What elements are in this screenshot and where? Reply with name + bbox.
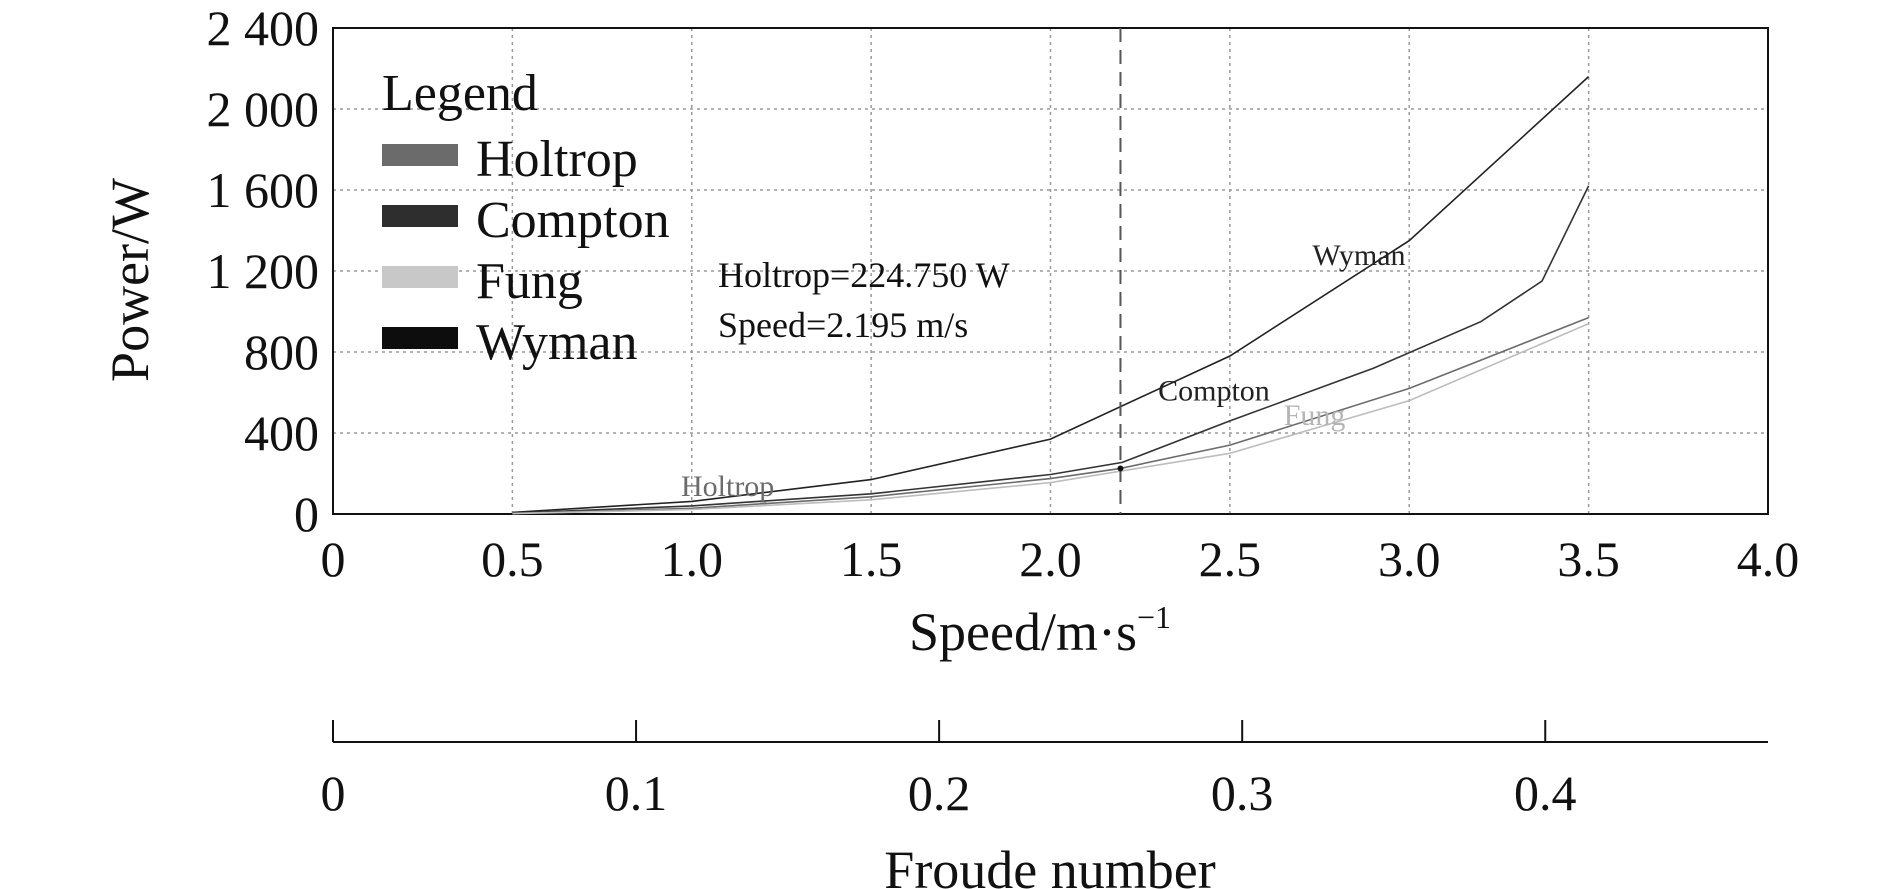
legend-label-fung: Fung: [476, 253, 583, 310]
series-line-compton: [512, 185, 1590, 514]
annotation-box: Holtrop=224.750 W Speed=2.195 m/s: [718, 255, 1010, 345]
x-tick-label: 1.0: [661, 531, 724, 587]
x-tick-label: 3.5: [1557, 531, 1620, 587]
froude-tick-label: 0.2: [908, 765, 971, 821]
series-line-wyman: [512, 76, 1590, 514]
x-axis-title: Speed/m·s−1: [909, 599, 1171, 662]
legend-title: Legend: [382, 65, 538, 122]
legend-label-wyman: Wyman: [476, 314, 637, 371]
series-line-fung: [512, 322, 1589, 515]
x-tick-label: 3.0: [1378, 531, 1441, 587]
series-layer: [512, 76, 1590, 515]
y-tick-label: 800: [244, 324, 319, 380]
x-tick-label: 1.5: [840, 531, 903, 587]
legend-label-holtrop: Holtrop: [476, 131, 638, 188]
annotation-holtrop-value: Holtrop=224.750 W: [718, 255, 1010, 295]
y-axis-title: Power/W: [100, 178, 160, 382]
plot-frame: [332, 27, 1769, 515]
x-tick-label: 0.5: [481, 531, 544, 587]
legend-swatch-fung: [382, 266, 458, 288]
froude-tick-label: 0.4: [1514, 765, 1577, 821]
x-tick-labels: 0 0.5 1.0 1.5 2.0 2.5 3.0 3.5 4.0: [321, 531, 1800, 587]
series-label-holtrop: Holtrop: [681, 470, 774, 503]
froude-tick-label: 0: [321, 765, 346, 821]
y-tick-label: 2 400: [207, 0, 320, 56]
froude-tick-label: 0.1: [605, 765, 668, 821]
legend-swatch-wyman: [382, 327, 458, 349]
x-tick-label: 0: [321, 531, 346, 587]
series-label-fung: Fung: [1284, 399, 1346, 432]
y-tick-label: 0: [294, 486, 319, 542]
legend-swatch-holtrop: [382, 144, 458, 166]
y-tick-label: 1 200: [207, 243, 320, 299]
annotation-speed-value: Speed=2.195 m/s: [718, 305, 968, 345]
y-tick-label: 400: [244, 405, 319, 461]
speed-marker-point: [1117, 465, 1124, 472]
series-labels: Wyman Compton Fung Holtrop: [681, 239, 1406, 503]
x-tick-label: 2.0: [1019, 531, 1082, 587]
series-label-wyman: Wyman: [1312, 239, 1405, 272]
legend-label-compton: Compton: [476, 192, 670, 249]
froude-axis-title: Froude number: [884, 840, 1215, 889]
series-label-compton: Compton: [1158, 375, 1270, 408]
froude-axis: 0 0.1 0.2 0.3 0.4 Froude number: [321, 720, 1768, 889]
legend-swatch-compton: [382, 205, 458, 227]
x-tick-label: 2.5: [1199, 531, 1262, 587]
y-tick-label: 1 600: [207, 162, 320, 218]
y-tick-labels: 0 400 800 1 200 1 600 2 000 2 400: [207, 0, 320, 542]
x-tick-label: 4.0: [1737, 531, 1800, 587]
froude-tick-label: 0.3: [1211, 765, 1274, 821]
series-line-holtrop: [512, 316, 1589, 515]
grid-lines: [333, 28, 1768, 514]
y-tick-label: 2 000: [207, 81, 320, 137]
